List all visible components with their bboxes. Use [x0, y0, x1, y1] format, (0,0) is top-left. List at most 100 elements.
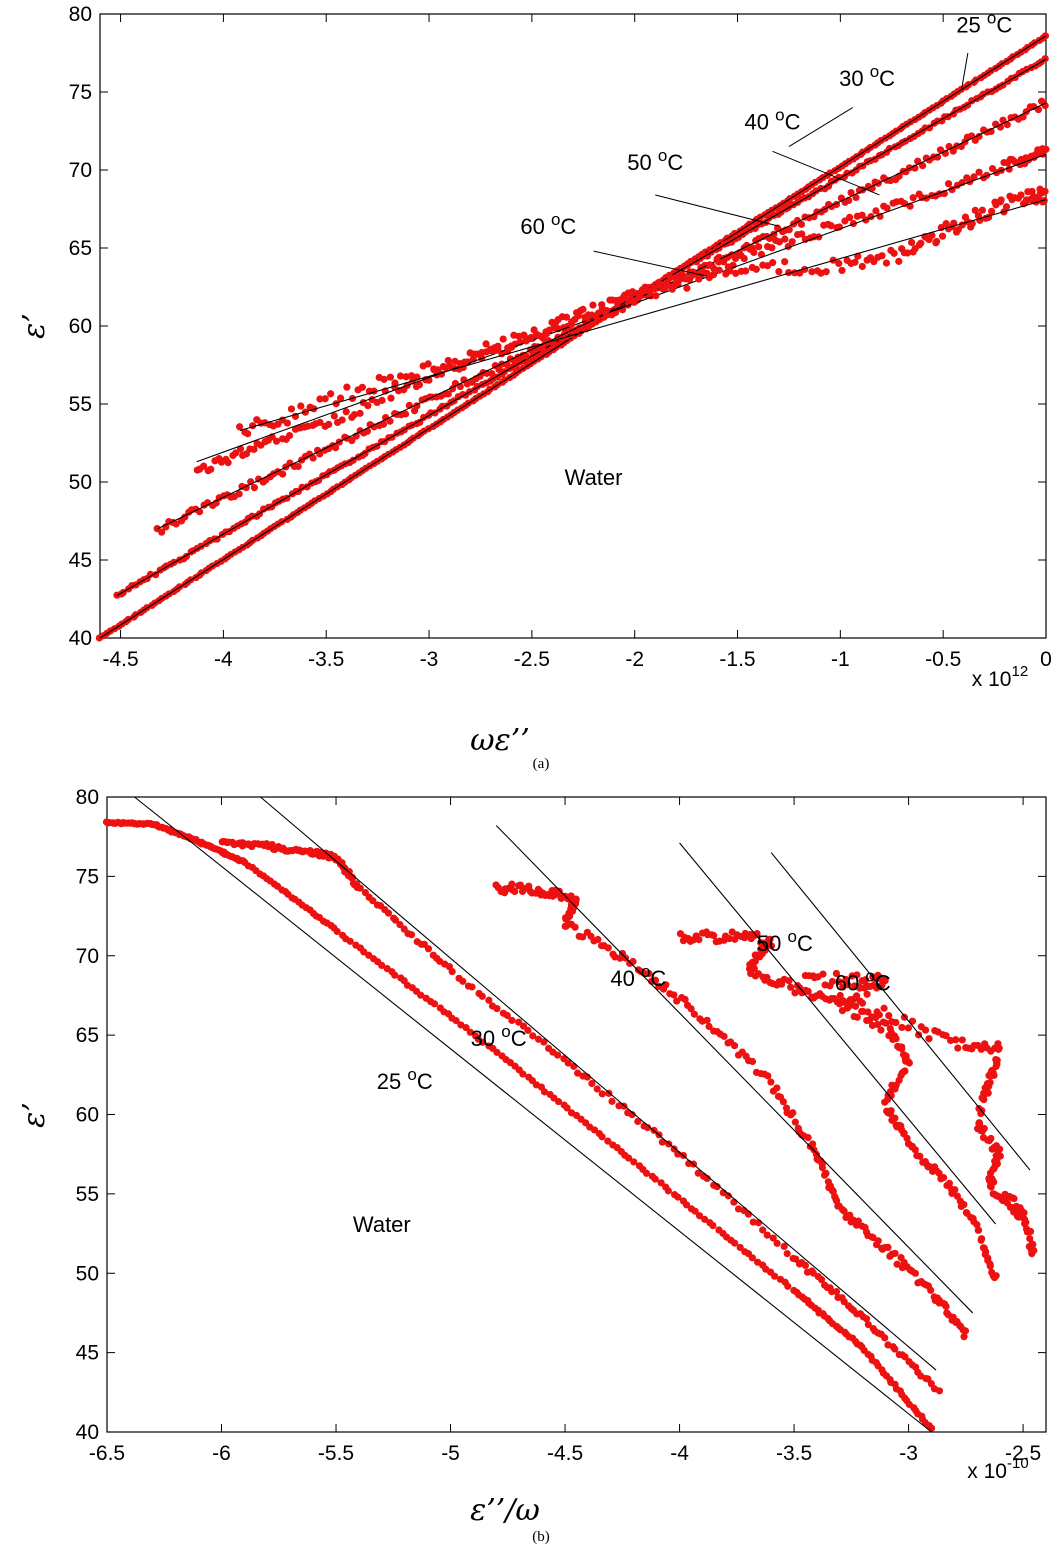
data-point: [244, 430, 252, 438]
data-point: [444, 390, 452, 398]
data-point: [679, 271, 687, 279]
data-point: [598, 1133, 606, 1141]
data-point: [822, 268, 830, 276]
x-axis-label: ωε’’: [470, 723, 530, 758]
data-point: [961, 1327, 970, 1335]
data-point: [629, 957, 637, 966]
data-point: [893, 1260, 901, 1268]
x-tick-label: -2: [625, 648, 644, 671]
annotation-leader-line: [593, 250, 707, 277]
data-point: [917, 239, 925, 247]
data-point: [797, 220, 805, 228]
data-point: [468, 983, 476, 991]
fit-line: [157, 102, 1047, 530]
series-5: [235, 185, 1049, 438]
data-point: [530, 326, 538, 334]
data-point: [804, 987, 812, 996]
data-point: [846, 213, 854, 222]
data-point: [562, 313, 571, 321]
data-point: [630, 298, 638, 306]
data-point: [673, 997, 681, 1005]
data-point: [695, 275, 703, 283]
data-point: [297, 402, 305, 410]
data-point: [699, 268, 707, 276]
data-point: [960, 1333, 968, 1341]
data-point: [327, 390, 335, 398]
data-point: [309, 454, 317, 462]
chart-panel-b: -6.5 -6 -5.5 -5 -4.5 -4 -3.5 -3 -2.5 40 45 50 55 60 65…: [17, 786, 1047, 1545]
data-point: [364, 402, 372, 410]
data-point: [770, 1272, 779, 1280]
annotation-tail: C: [879, 66, 895, 91]
data-point: [904, 1024, 912, 1032]
data-point: [844, 981, 852, 989]
data-point: [272, 437, 281, 445]
data-point: [971, 206, 979, 215]
data-point: [891, 1249, 899, 1257]
data-point: [589, 301, 597, 309]
data-point: [791, 1118, 799, 1126]
annotation-superscript: o: [658, 146, 667, 165]
data-point: [666, 273, 675, 282]
y-tick-label: 70: [69, 159, 92, 182]
data-point: [742, 267, 750, 275]
data-point: [779, 1098, 787, 1106]
data-point: [224, 459, 232, 467]
data-point: [960, 1200, 968, 1209]
data-point: [868, 1013, 876, 1021]
series-5: [770, 852, 1038, 1258]
data-point: [750, 248, 758, 257]
data-point: [674, 1193, 682, 1201]
data-point: [769, 259, 777, 267]
data-point: [670, 991, 678, 999]
data-point: [485, 996, 493, 1004]
data-point: [493, 1048, 501, 1056]
x-tick-label: 0: [1040, 648, 1052, 671]
data-point: [925, 1035, 933, 1043]
data-point: [579, 933, 587, 941]
data-point: [235, 423, 244, 431]
y-tick-label: 50: [69, 471, 92, 494]
series-4: [676, 842, 1000, 1282]
data-point: [499, 335, 507, 343]
data-point: [516, 881, 525, 889]
data-point: [619, 294, 627, 302]
data-point: [624, 289, 632, 297]
data-point: [730, 1198, 738, 1206]
data-point: [416, 418, 424, 426]
data-point: [1041, 187, 1049, 195]
data-point: [847, 188, 855, 197]
data-point: [658, 1138, 666, 1146]
annotation-label: 25 oC: [377, 1065, 433, 1094]
data-point: [903, 249, 912, 257]
x-tick-label: -3.5: [776, 1442, 812, 1465]
data-point: [424, 945, 433, 953]
data-point: [396, 920, 404, 929]
data-point: [757, 945, 765, 953]
data-point: [391, 916, 400, 924]
data-point: [158, 528, 166, 536]
data-point: [970, 173, 978, 181]
annotation-superscript: o: [551, 210, 560, 229]
data-point: [713, 1183, 721, 1191]
data-point: [801, 265, 809, 274]
y-tick-label: 50: [76, 1262, 99, 1285]
fit-line: [495, 825, 974, 1314]
x-tick-label: -1: [831, 648, 850, 671]
data-point: [350, 410, 359, 419]
data-point: [634, 1117, 642, 1126]
data-point: [710, 931, 718, 940]
data-point: [407, 372, 416, 380]
data-point: [882, 259, 891, 267]
data-point: [386, 417, 394, 425]
annotation-superscript: o: [407, 1065, 416, 1084]
data-point: [862, 1315, 871, 1323]
data-point: [571, 923, 579, 931]
data-point: [494, 346, 502, 354]
data-point: [958, 1036, 966, 1044]
x-tick-label: -2.5: [1005, 1442, 1041, 1465]
data-point: [886, 1110, 895, 1118]
data-point: [818, 1164, 827, 1172]
annotation-tail: C: [667, 150, 683, 175]
data-point: [846, 996, 855, 1004]
